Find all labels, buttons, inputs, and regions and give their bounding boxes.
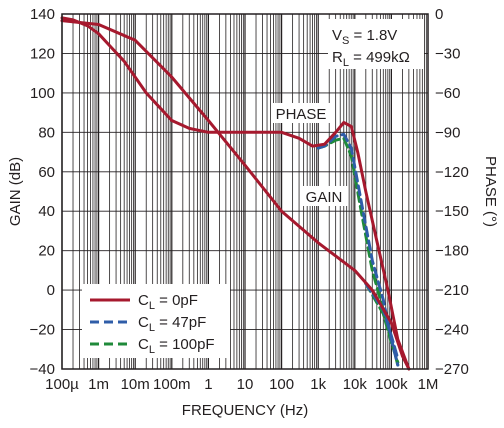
y-axis-label-right: PHASE (°) (482, 156, 499, 227)
y-right-tick-label: −90 (435, 124, 460, 141)
legend-symbol: C (138, 292, 149, 309)
y-left-tick-label: 120 (30, 45, 55, 62)
y-right-tick-label: −180 (435, 243, 469, 260)
y-right-tick-label: −210 (435, 282, 469, 299)
y-left-tick-label: −40 (30, 361, 55, 378)
y-right-tick-label: −30 (435, 45, 460, 62)
conditions-box: VS = 1.8V RL = 499kΩ (328, 19, 424, 69)
x-tick-label: 1 (204, 376, 212, 393)
y-left-tick-label: 40 (38, 203, 55, 220)
supply-voltage-value: = 1.8V (349, 27, 397, 44)
conditions-background (328, 19, 424, 69)
y-right-tick-label: 0 (435, 6, 443, 23)
y-right-tick-label: −240 (435, 322, 469, 339)
y-left-tick-label: 80 (38, 124, 55, 141)
phase-curve-c0 (60, 19, 411, 371)
legend-value: = 100pF (155, 336, 215, 353)
legend-subscript: L (149, 344, 155, 356)
x-tick-label: 1k (310, 376, 326, 393)
legend-symbol: C (138, 336, 149, 353)
y-axis-label-left: GAIN (dB) (7, 157, 24, 226)
y-left-tick-label: 140 (30, 6, 55, 23)
legend-subscript: L (149, 300, 155, 312)
x-tick-label: 1m (88, 376, 109, 393)
y-right-tick-label: −60 (435, 85, 460, 102)
legend-label-cl-0pf: CL = 0pF (138, 292, 198, 312)
load-resistance-subscript: L (343, 57, 349, 69)
x-tick-label: 100k (375, 376, 408, 393)
x-tick-label: 100m (153, 376, 191, 393)
supply-voltage-label: VS = 1.8V (332, 27, 397, 47)
gain-annotation-background (300, 186, 348, 206)
load-resistance-label: RL = 499kΩ (332, 49, 410, 69)
phase-annotation-group: PHASE (272, 103, 330, 123)
y-right-tick-label: −150 (435, 203, 469, 220)
plot-frame (61, 13, 429, 370)
supply-voltage-symbol: V (332, 27, 342, 44)
gain-annotation-group: GAIN (300, 186, 348, 206)
legend-item-cl-47pf: CL = 47pF (90, 314, 206, 334)
tick-labels: 100µ 1m 10m 100m 1 10 100 1k 10k 100k 1M 140 120 100 8… (30, 6, 469, 393)
y-right-tick-label: −120 (435, 164, 469, 181)
x-tick-label: 10m (121, 376, 150, 393)
legend-value: = 47pF (155, 314, 206, 331)
y-right-tick-label: −270 (435, 361, 469, 378)
gain-curve-c0 (60, 16, 411, 371)
legend-item-cl-100pf: CL = 100pF (90, 336, 215, 356)
y-left-tick-label: 0 (47, 282, 55, 299)
supply-voltage-subscript: S (342, 35, 349, 47)
x-tick-label: 100µ (45, 376, 79, 393)
x-tick-label: 10k (343, 376, 368, 393)
legend-item-cl-0pf: CL = 0pF (90, 292, 198, 312)
y-left-tick-label: 60 (38, 164, 55, 181)
phase-annotation: PHASE (276, 106, 327, 123)
legend-symbol: C (138, 314, 149, 331)
legend-value: = 0pF (155, 292, 198, 309)
gain-annotation: GAIN (306, 189, 343, 206)
x-tick-label: 10 (237, 376, 254, 393)
legend-subscript: L (149, 322, 155, 334)
y-left-tick-label: 20 (38, 243, 55, 260)
x-tick-label: 1M (418, 376, 439, 393)
legend: CL = 0pF CL = 47pF CL = 100pF (82, 284, 230, 358)
load-resistance-value: = 499kΩ (349, 49, 410, 66)
x-axis-label: FREQUENCY (Hz) (182, 402, 308, 419)
legend-label-cl-100pf: CL = 100pF (138, 336, 215, 356)
gain-curve-c47 (316, 132, 400, 367)
load-resistance-symbol: R (332, 49, 343, 66)
y-left-tick-label: −20 (30, 322, 55, 339)
legend-label-cl-47pf: CL = 47pF (138, 314, 206, 334)
y-left-tick-label: 100 (30, 85, 55, 102)
phase-annotation-background (272, 103, 330, 123)
plot-curves (60, 16, 411, 371)
x-tick-label: 100 (269, 376, 294, 393)
